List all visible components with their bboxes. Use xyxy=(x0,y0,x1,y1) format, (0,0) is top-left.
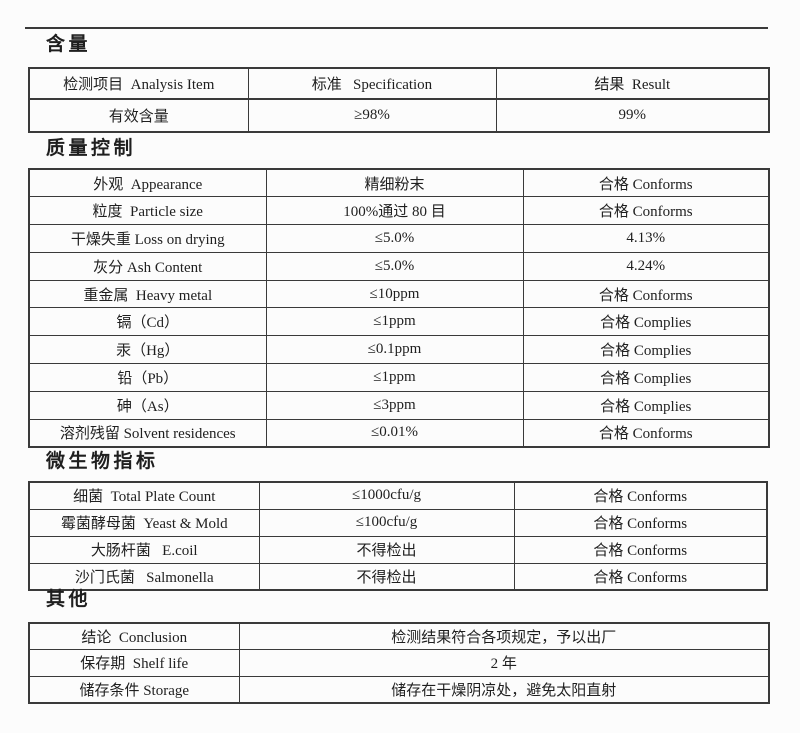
table-cell: 不得检出 xyxy=(258,535,515,564)
table-cell: 溶剂残留 Solvent residences xyxy=(28,418,267,448)
table-cell: 砷（As） xyxy=(28,390,267,420)
table-cell: 粒度 Particle size xyxy=(28,196,267,226)
table-cell: 有效含量 xyxy=(28,98,249,133)
table-cell: 不得检出 xyxy=(258,562,515,591)
table-cell: 储存在干燥阴凉处，避免太阳直射 xyxy=(238,675,770,704)
section-heading-microbiological: 微生物指标 xyxy=(46,451,159,472)
table-cell: 合格 Conforms xyxy=(522,196,770,226)
table-cell: 合格 Conforms xyxy=(513,481,768,510)
table-cell: 合格 Conforms xyxy=(522,279,770,309)
table-cell: 合格 Complies xyxy=(522,363,770,392)
table-row: 有效含量 ≥98% 99% xyxy=(28,98,770,133)
table-cell: 100%通过 80 目 xyxy=(265,196,524,226)
table-cell: 沙门氏菌 Salmonella xyxy=(28,562,260,591)
table-cell: ≤1ppm xyxy=(265,363,524,392)
table-cell: 检测项目 Analysis Item xyxy=(28,67,249,100)
table-cell: 标准 Specification xyxy=(247,67,497,100)
table-cell: 细菌 Total Plate Count xyxy=(28,481,260,510)
table-cell: ≤5.0% xyxy=(265,224,524,253)
quality-control-table: 外观 Appearance 精细粉末 合格 Conforms 粒度 Particle … xyxy=(28,168,770,448)
top-divider-rule xyxy=(25,27,768,29)
table-cell: 合格 Complies xyxy=(522,390,770,420)
table-row: 铅（Pb） ≤1ppm 合格 Complies xyxy=(28,363,770,392)
table-cell: 外观 Appearance xyxy=(28,168,267,198)
table-row: 大肠杆菌 E.coil 不得检出 合格 Conforms xyxy=(28,535,768,564)
table-cell: 保存期 Shelf life xyxy=(28,649,240,677)
other-info-table: 结论 Conclusion 检测结果符合各项规定，予以出厂 保存期 Shelf li… xyxy=(28,622,770,704)
table-row: 霉菌酵母菌 Yeast & Mold ≤100cfu/g 合格 Conforms xyxy=(28,508,768,537)
table-cell: 合格 Conforms xyxy=(513,535,768,564)
table-cell: 霉菌酵母菌 Yeast & Mold xyxy=(28,508,260,537)
table-cell: ≤1ppm xyxy=(265,307,524,337)
table-cell: 检测结果符合各项规定，予以出厂 xyxy=(238,622,770,651)
section-heading-quality-control: 质量控制 xyxy=(46,138,137,159)
table-cell: ≤10ppm xyxy=(265,279,524,309)
content-table: 检测项目 Analysis Item 标准 Specification 结果 Res… xyxy=(28,67,770,133)
section-heading-other: 其他 xyxy=(46,589,92,610)
table-cell: 镉（Cd） xyxy=(28,307,267,337)
table-cell: 4.24% xyxy=(522,251,770,281)
table-cell: 合格 Conforms xyxy=(513,508,768,537)
table-cell: 合格 Conforms xyxy=(522,168,770,198)
table-row: 细菌 Total Plate Count ≤1000cfu/g 合格 Conform… xyxy=(28,481,768,510)
table-cell: ≤100cfu/g xyxy=(258,508,515,537)
table-cell: 合格 Complies xyxy=(522,307,770,337)
table-row: 粒度 Particle size 100%通过 80 目合格 Conforms xyxy=(28,196,770,226)
table-cell: 结论 Conclusion xyxy=(28,622,240,651)
table-cell: 合格 Conforms xyxy=(522,418,770,448)
table-cell: ≤3ppm xyxy=(265,390,524,420)
table-cell: ≤0.01% xyxy=(265,418,524,448)
table-cell: ≤1000cfu/g xyxy=(258,481,515,510)
table-cell: 汞（Hg） xyxy=(28,335,267,365)
table-cell: 99% xyxy=(495,98,770,133)
table-row: 沙门氏菌 Salmonella 不得检出 合格 Conforms xyxy=(28,562,768,591)
table-cell: 2 年 xyxy=(238,649,770,677)
table-cell: ≤0.1ppm xyxy=(265,335,524,365)
table-cell: 合格 Conforms xyxy=(513,562,768,591)
table-cell: 精细粉末 xyxy=(265,168,524,198)
table-cell: 4.13% xyxy=(522,224,770,253)
table-cell: 铅（Pb） xyxy=(28,363,267,392)
table-row: 灰分 Ash Content ≤5.0% 4.24% xyxy=(28,251,770,281)
table-cell: 大肠杆菌 E.coil xyxy=(28,535,260,564)
table-row: 干燥失重 Loss on drying ≤5.0% 4.13% xyxy=(28,224,770,253)
table-row: 砷（As） ≤3ppm 合格 Complies xyxy=(28,390,770,420)
table-row: 保存期 Shelf life 2 年 xyxy=(28,649,770,677)
table-cell: 储存条件 Storage xyxy=(28,675,240,704)
table-cell: 结果 Result xyxy=(495,67,770,100)
section-heading-content: 含量 xyxy=(46,34,92,55)
table-cell: 灰分 Ash Content xyxy=(28,251,267,281)
table-cell: 干燥失重 Loss on drying xyxy=(28,224,267,253)
table-cell: 合格 Complies xyxy=(522,335,770,365)
table-cell: ≤5.0% xyxy=(265,251,524,281)
table-row: 外观 Appearance 精细粉末 合格 Conforms xyxy=(28,168,770,198)
table-row: 检测项目 Analysis Item 标准 Specification 结果 Res… xyxy=(28,67,770,100)
table-cell: ≥98% xyxy=(247,98,497,133)
table-row: 溶剂残留 Solvent residences ≤0.01% 合格 Conforms xyxy=(28,418,770,448)
table-row: 重金属 Heavy metal ≤10ppm 合格 Conforms xyxy=(28,279,770,309)
table-row: 镉（Cd） ≤1ppm 合格 Complies xyxy=(28,307,770,337)
microbiological-table: 细菌 Total Plate Count ≤1000cfu/g 合格 Conform… xyxy=(28,481,768,591)
table-row: 储存条件 Storage 储存在干燥阴凉处，避免太阳直射 xyxy=(28,675,770,704)
table-row: 结论 Conclusion 检测结果符合各项规定，予以出厂 xyxy=(28,622,770,651)
table-cell: 重金属 Heavy metal xyxy=(28,279,267,309)
table-row: 汞（Hg） ≤0.1ppm 合格 Complies xyxy=(28,335,770,365)
